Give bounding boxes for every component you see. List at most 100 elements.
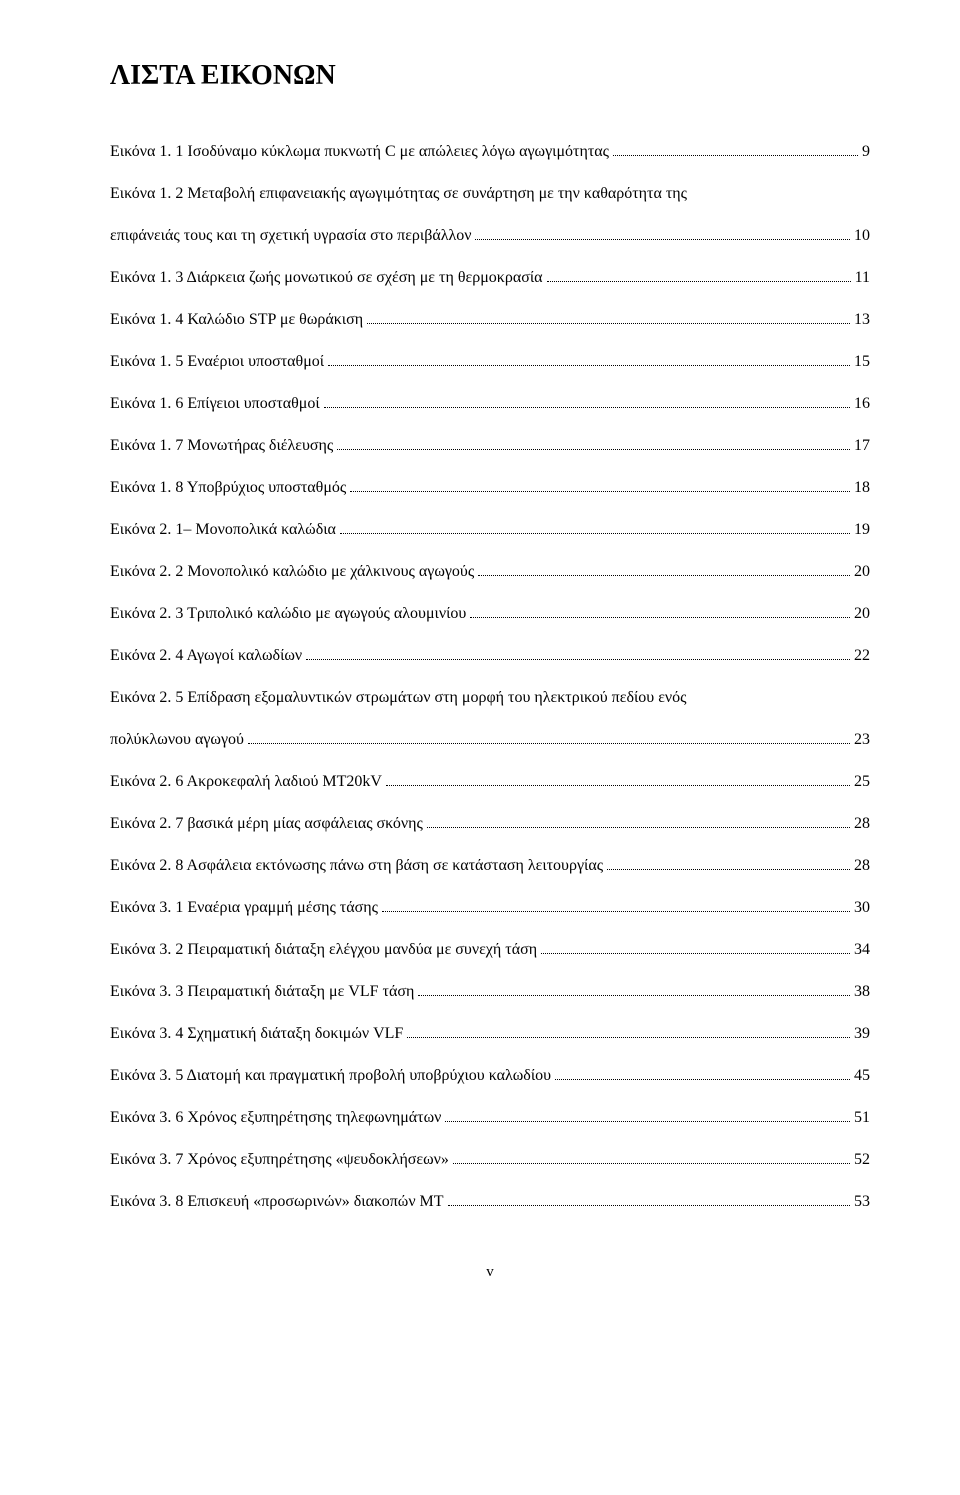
toc-entry-text-line1: Εικόνα 1. 2 Μεταβολή επιφανειακής αγωγιμ… xyxy=(110,182,870,206)
toc-entry: Εικόνα 3. 6 Χρόνος εξυπηρέτησης τηλεφωνη… xyxy=(110,1106,870,1130)
toc-entry-page: 10 xyxy=(854,224,870,248)
toc-entry-text: Εικόνα 2. 2 Μονοπολικό καλώδιο με χάλκιν… xyxy=(110,560,474,584)
toc-entry-text: Εικόνα 3. 7 Χρόνος εξυπηρέτησης «ψευδοκλ… xyxy=(110,1148,449,1172)
toc-entry-text: Εικόνα 1. 5 Εναέριοι υποσταθμοί xyxy=(110,350,324,374)
toc-entry-page: 23 xyxy=(854,728,870,752)
toc-entry: Εικόνα 3. 7 Χρόνος εξυπηρέτησης «ψευδοκλ… xyxy=(110,1148,870,1172)
toc-entry-page: 16 xyxy=(854,392,870,416)
toc-leader-dots xyxy=(445,1121,850,1122)
toc-entry-text: Εικόνα 2. 7 βασικά μέρη μίας ασφάλειας σ… xyxy=(110,812,423,836)
toc-entry: Εικόνα 3. 5 Διατομή και πραγματική προβο… xyxy=(110,1064,870,1088)
toc-entry-page: 13 xyxy=(854,308,870,332)
toc-entry: Εικόνα 3. 1 Εναέρια γραμμή μέσης τάσης 30 xyxy=(110,896,870,920)
toc-leader-dots xyxy=(418,995,850,996)
toc-entry: Εικόνα 1. 3 Διάρκεια ζωής μονωτικού σε σ… xyxy=(110,266,870,290)
table-of-contents: Εικόνα 1. 1 Ισοδύναμο κύκλωμα πυκνωτή C … xyxy=(110,140,870,1214)
toc-leader-dots xyxy=(324,407,850,408)
toc-entry-text: Εικόνα 3. 4 Σχηματική διάταξη δοκιμών VL… xyxy=(110,1022,403,1046)
toc-entry: Εικόνα 1. 4 Καλώδιο STP με θωράκιση 13 xyxy=(110,308,870,332)
toc-entry-text: Εικόνα 3. 3 Πειραματική διάταξη με VLF τ… xyxy=(110,980,414,1004)
toc-entry-page: 11 xyxy=(855,266,870,290)
page-number-footer: v xyxy=(110,1264,870,1281)
toc-entry: Εικόνα 1. 7 Μονωτήρας διέλευσης 17 xyxy=(110,434,870,458)
toc-leader-dots xyxy=(340,533,850,534)
toc-entry-page: 22 xyxy=(854,644,870,668)
toc-entry-text: Εικόνα 2. 6 Ακροκεφαλή λαδιού MT20kV xyxy=(110,770,382,794)
toc-leader-dots xyxy=(427,827,850,828)
toc-entry-text: Εικόνα 1. 6 Επίγειοι υποσταθμοί xyxy=(110,392,320,416)
toc-entry-text: Εικόνα 2. 8 Ασφάλεια εκτόνωσης πάνω στη … xyxy=(110,854,603,878)
toc-entry-text: πολύκλωνου αγωγού xyxy=(110,728,244,752)
toc-leader-dots xyxy=(386,785,850,786)
toc-entry-text: επιφάνειάς τους και τη σχετική υγρασία σ… xyxy=(110,224,471,248)
toc-entry-text: Εικόνα 1. 1 Ισοδύναμο κύκλωμα πυκνωτή C … xyxy=(110,140,609,164)
toc-entry: Εικόνα 1. 5 Εναέριοι υποσταθμοί 15 xyxy=(110,350,870,374)
toc-entry-text: Εικόνα 2. 1– Μονοπολικά καλώδια xyxy=(110,518,336,542)
toc-entry-page: 15 xyxy=(854,350,870,374)
toc-entry-page: 34 xyxy=(854,938,870,962)
toc-entry-page: 52 xyxy=(854,1148,870,1172)
toc-entry-page: 17 xyxy=(854,434,870,458)
toc-entry-text: Εικόνα 3. 1 Εναέρια γραμμή μέσης τάσης xyxy=(110,896,378,920)
toc-leader-dots xyxy=(478,575,850,576)
toc-entry: Εικόνα 1. 2 Μεταβολή επιφανειακής αγωγιμ… xyxy=(110,182,870,248)
toc-entry-page: 18 xyxy=(854,476,870,500)
toc-leader-dots xyxy=(541,953,850,954)
toc-leader-dots xyxy=(607,869,850,870)
toc-entry-text: Εικόνα 3. 6 Χρόνος εξυπηρέτησης τηλεφωνη… xyxy=(110,1106,441,1130)
toc-entry-text: Εικόνα 2. 3 Τριπολικό καλώδιο με αγωγούς… xyxy=(110,602,466,626)
toc-leader-dots xyxy=(328,365,850,366)
toc-entry: Εικόνα 3. 3 Πειραματική διάταξη με VLF τ… xyxy=(110,980,870,1004)
toc-leader-dots xyxy=(367,323,850,324)
toc-entry-page: 28 xyxy=(854,854,870,878)
toc-entry: Εικόνα 2. 3 Τριπολικό καλώδιο με αγωγούς… xyxy=(110,602,870,626)
toc-leader-dots xyxy=(248,743,850,744)
toc-entry-text: Εικόνα 2. 4 Αγωγοί καλωδίων xyxy=(110,644,302,668)
toc-leader-dots xyxy=(407,1037,850,1038)
toc-entry: Εικόνα 2. 5 Επίδραση εξομαλυντικών στρωμ… xyxy=(110,686,870,752)
toc-leader-dots xyxy=(555,1079,850,1080)
toc-entry-page: 38 xyxy=(854,980,870,1004)
toc-leader-dots xyxy=(453,1163,850,1164)
toc-entry: Εικόνα 3. 8 Επισκευή «προσωρινών» διακοπ… xyxy=(110,1190,870,1214)
toc-leader-dots xyxy=(306,659,850,660)
toc-leader-dots xyxy=(470,617,850,618)
toc-entry-page: 20 xyxy=(854,602,870,626)
toc-leader-dots xyxy=(547,281,851,282)
toc-entry-text: Εικόνα 1. 8 Υποβρύχιος υποσταθμός xyxy=(110,476,346,500)
toc-entry-text: Εικόνα 1. 3 Διάρκεια ζωής μονωτικού σε σ… xyxy=(110,266,543,290)
toc-leader-dots xyxy=(337,449,850,450)
toc-entry-page: 51 xyxy=(854,1106,870,1130)
toc-entry: Εικόνα 2. 6 Ακροκεφαλή λαδιού MT20kV 25 xyxy=(110,770,870,794)
toc-entry-page: 39 xyxy=(854,1022,870,1046)
toc-entry-page: 53 xyxy=(854,1190,870,1214)
toc-entry: Εικόνα 2. 8 Ασφάλεια εκτόνωσης πάνω στη … xyxy=(110,854,870,878)
toc-entry-text: Εικόνα 1. 7 Μονωτήρας διέλευσης xyxy=(110,434,333,458)
toc-entry-text: Εικόνα 3. 5 Διατομή και πραγματική προβο… xyxy=(110,1064,551,1088)
toc-entry: Εικόνα 2. 1– Μονοπολικά καλώδια 19 xyxy=(110,518,870,542)
toc-entry: Εικόνα 2. 2 Μονοπολικό καλώδιο με χάλκιν… xyxy=(110,560,870,584)
toc-entry: Εικόνα 1. 8 Υποβρύχιος υποσταθμός 18 xyxy=(110,476,870,500)
toc-entry-page: 20 xyxy=(854,560,870,584)
toc-entry-page: 30 xyxy=(854,896,870,920)
toc-entry-page: 45 xyxy=(854,1064,870,1088)
toc-entry: Εικόνα 3. 4 Σχηματική διάταξη δοκιμών VL… xyxy=(110,1022,870,1046)
toc-leader-dots xyxy=(350,491,850,492)
toc-entry-text: Εικόνα 3. 2 Πειραματική διάταξη ελέγχου … xyxy=(110,938,537,962)
page-title: ΛΙΣΤΑ ΕΙΚΟΝΩΝ xyxy=(110,60,870,92)
toc-entry-page: 9 xyxy=(862,140,870,164)
toc-entry: Εικόνα 1. 6 Επίγειοι υποσταθμοί 16 xyxy=(110,392,870,416)
toc-entry: Εικόνα 2. 7 βασικά μέρη μίας ασφάλειας σ… xyxy=(110,812,870,836)
toc-entry-page: 25 xyxy=(854,770,870,794)
toc-entry: Εικόνα 3. 2 Πειραματική διάταξη ελέγχου … xyxy=(110,938,870,962)
toc-entry-text: Εικόνα 3. 8 Επισκευή «προσωρινών» διακοπ… xyxy=(110,1190,444,1214)
toc-leader-dots xyxy=(382,911,850,912)
toc-leader-dots xyxy=(613,155,858,156)
toc-entry-page: 19 xyxy=(854,518,870,542)
toc-leader-dots xyxy=(448,1205,850,1206)
toc-leader-dots xyxy=(475,239,850,240)
toc-entry-text: Εικόνα 1. 4 Καλώδιο STP με θωράκιση xyxy=(110,308,363,332)
toc-entry-page: 28 xyxy=(854,812,870,836)
toc-entry: Εικόνα 1. 1 Ισοδύναμο κύκλωμα πυκνωτή C … xyxy=(110,140,870,164)
toc-entry: Εικόνα 2. 4 Αγωγοί καλωδίων 22 xyxy=(110,644,870,668)
